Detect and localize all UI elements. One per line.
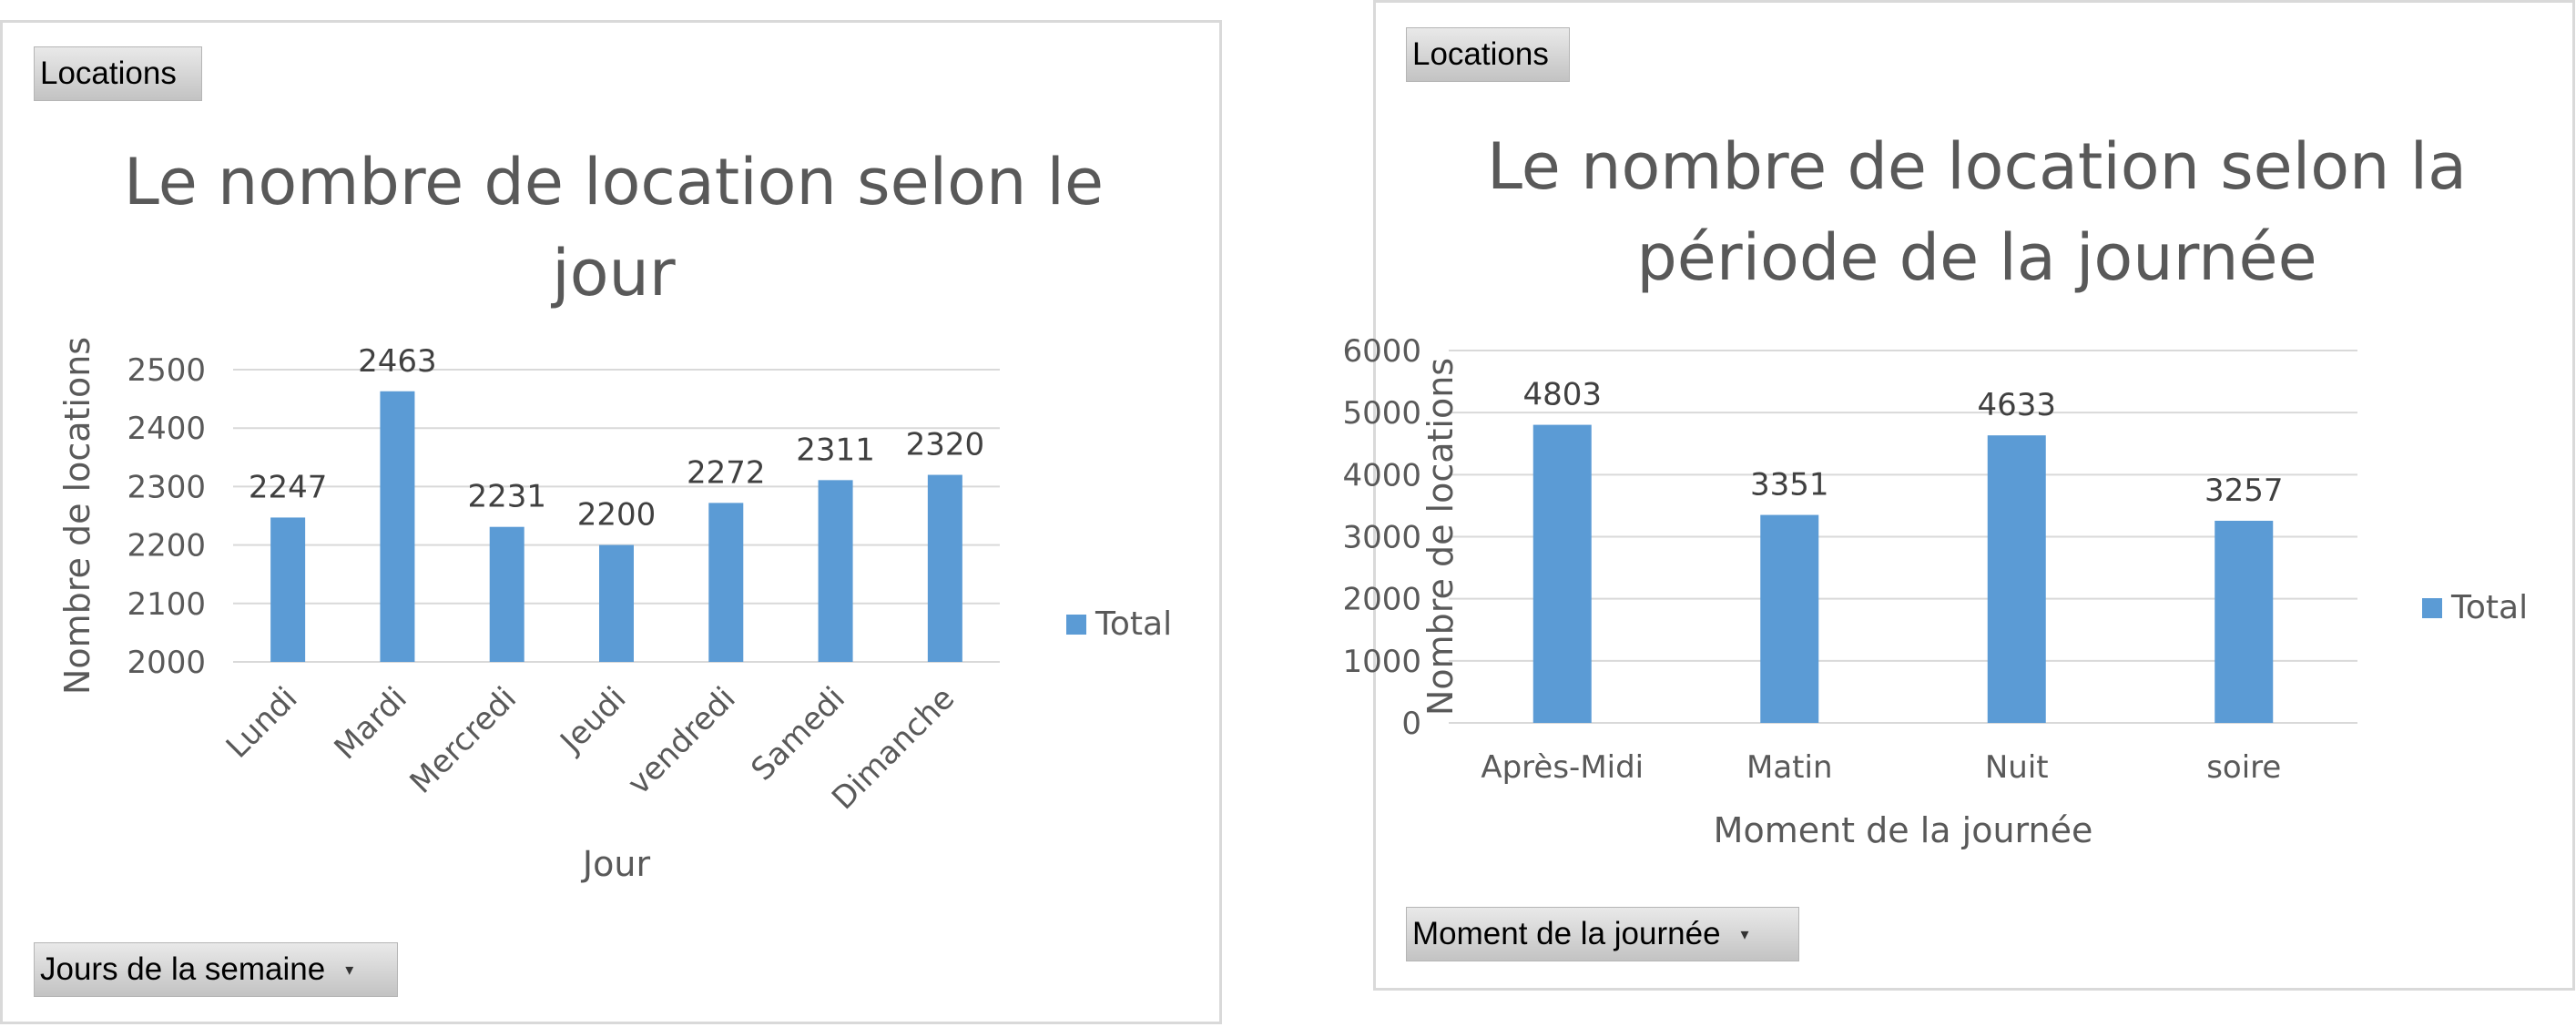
legend-label: Total: [1095, 605, 1172, 643]
field-button-locations[interactable]: Locations: [1406, 27, 1570, 82]
x-tick-label: Nuit: [1985, 749, 2049, 786]
chart-title-line: Le nombre de location selon la: [1487, 129, 2467, 204]
axis-field-button-label: Jours de la semaine: [40, 951, 326, 987]
data-label: 2247: [249, 469, 328, 505]
data-label: 2463: [358, 343, 437, 380]
y-tick-label: 2200: [127, 528, 206, 564]
y-tick-label: 1000: [1342, 644, 1421, 680]
data-label: 3351: [1750, 467, 1829, 503]
x-axis-label: Jour: [581, 844, 651, 884]
y-tick-label: 5000: [1342, 395, 1421, 432]
x-tick-label: Samedi: [745, 680, 852, 788]
y-axis-label: Nombre de locations: [1420, 358, 1461, 716]
bar-chart-period: 0 1000 2000 3000 4000 5000 6000 4803 Après-Midi 3…: [1342, 333, 2528, 850]
bar: [599, 544, 634, 662]
dropdown-arrow-icon: ▾: [1740, 924, 1749, 943]
axis-field-button-period[interactable]: Moment de la journée ▾: [1406, 907, 1799, 961]
y-tick-label: 2000: [1342, 582, 1421, 618]
y-tick-label: 2000: [127, 645, 206, 681]
y-axis-label: Nombre de locations: [57, 337, 97, 695]
data-label: 3257: [2204, 473, 2284, 509]
x-tick-label: Jeudi: [553, 680, 634, 761]
data-label: 2200: [577, 497, 657, 534]
x-tick-label: Matin: [1746, 749, 1833, 786]
chart-panel-days: Locations Le nombre de location selon le…: [0, 20, 1222, 1024]
bar: [270, 517, 306, 662]
data-label: 2231: [467, 479, 546, 515]
bar: [380, 391, 415, 662]
data-label: 4803: [1522, 377, 1602, 413]
bar: [708, 503, 744, 662]
data-label: 2320: [906, 427, 985, 463]
x-tick-label: Après-Midi: [1481, 749, 1644, 786]
bar: [2215, 520, 2274, 723]
axis-field-button-label: Moment de la journée: [1412, 916, 1721, 951]
bar: [818, 480, 853, 662]
bar: [1987, 435, 2046, 723]
y-tick-label: 6000: [1342, 333, 1421, 370]
x-tick-label: vendredi: [621, 680, 743, 802]
chart-title-line: jour: [552, 236, 676, 310]
y-tick-label: 2300: [127, 469, 206, 505]
dropdown-arrow-icon: ▾: [345, 960, 354, 979]
chart-title: Le nombre de location selon la période d…: [1376, 121, 2576, 303]
field-button-label: Locations: [40, 56, 177, 91]
chart-title-line: période de la journée: [1636, 220, 2317, 295]
data-label: 2272: [687, 454, 766, 491]
x-tick-label: Mercredi: [403, 680, 524, 800]
chart-panel-period: Locations Le nombre de location selon la…: [1342, 0, 2576, 991]
field-button-locations[interactable]: Locations: [34, 46, 202, 101]
y-tick-label: 2500: [127, 352, 206, 389]
x-tick-label: Mardi: [328, 680, 414, 767]
axis-field-button-days[interactable]: Jours de la semaine ▾: [34, 942, 398, 997]
bar-chart-days: 2000 2100 2200 2300 2400 2500 2247 Lundi 2463 Mar…: [57, 337, 1172, 884]
legend-swatch: [1066, 615, 1086, 635]
bar: [1760, 514, 1819, 723]
bar: [1532, 424, 1592, 723]
data-label: 2311: [796, 432, 875, 468]
data-label: 4633: [1977, 387, 2056, 423]
x-axis-label: Moment de la journée: [1714, 810, 2093, 850]
y-tick-label: 3000: [1342, 520, 1421, 556]
legend-swatch: [2422, 598, 2442, 618]
field-button-label: Locations: [1412, 36, 1549, 72]
chart-title-line: Le nombre de location selon le: [123, 145, 1105, 219]
bar: [489, 526, 524, 662]
y-tick-label: 2100: [127, 586, 206, 623]
chart-title: Le nombre de location selon le jour: [3, 137, 1225, 319]
bar: [927, 474, 962, 662]
y-tick-label: 4000: [1342, 457, 1421, 493]
y-tick-label: 2400: [127, 411, 206, 447]
y-tick-label: 0: [1401, 706, 1421, 742]
legend-label: Total: [2450, 589, 2528, 626]
x-tick-label: soire: [2206, 749, 2281, 786]
x-tick-label: Lundi: [219, 680, 305, 766]
